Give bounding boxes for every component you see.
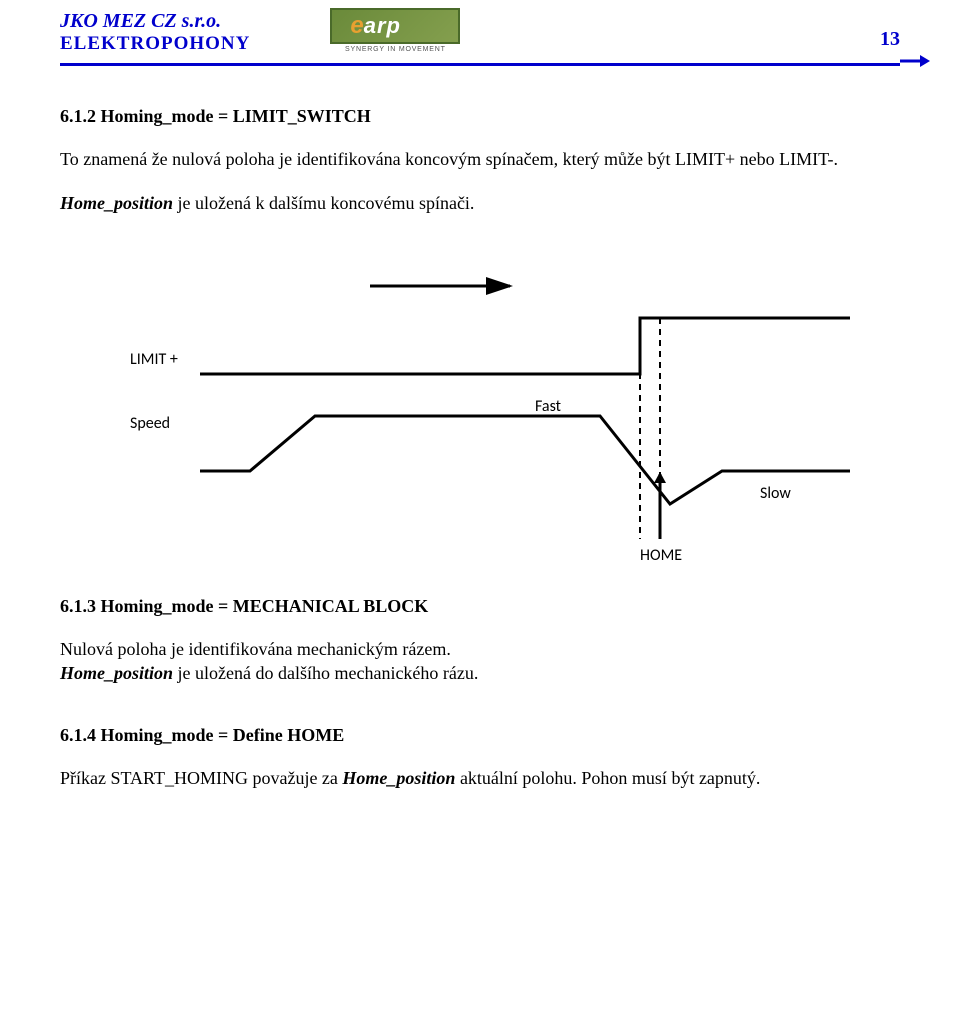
section-613-para1: Nulová poloha je identifikována mechanic… bbox=[60, 637, 900, 661]
section-614-post: aktuální polohu. Pohon musí být zapnutý. bbox=[455, 768, 760, 788]
page-number: 13 bbox=[460, 28, 900, 55]
header-logo: earp SYNERGY IN MOVEMENT bbox=[330, 8, 460, 53]
svg-text:LIMIT +: LIMIT + bbox=[130, 350, 178, 369]
company-name-line1: JKO MEZ CZ s.r.o. bbox=[60, 10, 250, 33]
home-position-term: Home_position bbox=[60, 193, 173, 213]
svg-text:Fast: Fast bbox=[535, 397, 562, 416]
page-header: JKO MEZ CZ s.r.o. ELEKTROPOHONY earp SYN… bbox=[60, 10, 900, 66]
company-name-line2: ELEKTROPOHONY bbox=[60, 33, 250, 55]
section-614-para: Příkaz START_HOMING považuje za Home_pos… bbox=[60, 766, 900, 790]
section-612-title: 6.1.2 Homing_mode = LIMIT_SWITCH bbox=[60, 106, 900, 127]
page-content: 6.1.2 Homing_mode = LIMIT_SWITCH To znam… bbox=[60, 66, 900, 790]
section-612-para2-rest: je uložená k dalšímu koncovému spínači. bbox=[173, 193, 474, 213]
section-614-title: 6.1.4 Homing_mode = Define HOME bbox=[60, 725, 900, 746]
logo-icon: earp bbox=[330, 8, 460, 44]
section-614-pre: Příkaz START_HOMING považuje za bbox=[60, 768, 342, 788]
header-company: JKO MEZ CZ s.r.o. ELEKTROPOHONY bbox=[60, 10, 250, 55]
section-612-para1: To znamená že nulová poloha je identifik… bbox=[60, 147, 900, 171]
header-arrow-icon bbox=[900, 53, 930, 69]
section-613-title: 6.1.3 Homing_mode = MECHANICAL BLOCK bbox=[60, 596, 900, 617]
svg-text:Speed: Speed bbox=[130, 414, 170, 433]
svg-text:Slow: Slow bbox=[760, 484, 791, 503]
page-number-value: 13 bbox=[880, 28, 900, 50]
homing-diagram: LIMIT + Speed Fast Slow HOME bbox=[60, 246, 900, 566]
logo-rest: arp bbox=[364, 13, 401, 39]
logo-letter-e: e bbox=[350, 12, 363, 40]
logo-tagline: SYNERGY IN MOVEMENT bbox=[330, 46, 460, 53]
svg-text:HOME: HOME bbox=[640, 546, 682, 565]
spacer bbox=[60, 705, 900, 725]
diagram-svg: LIMIT + Speed Fast Slow HOME bbox=[60, 246, 900, 566]
section-613-para2: Home_position je uložená do dalšího mech… bbox=[60, 661, 900, 685]
home-position-term-3: Home_position bbox=[342, 768, 455, 788]
section-612-para2: Home_position je uložená k dalšímu konco… bbox=[60, 191, 900, 215]
home-position-term-2: Home_position bbox=[60, 663, 173, 683]
section-613-para2-rest: je uložená do dalšího mechanického rázu. bbox=[173, 663, 478, 683]
